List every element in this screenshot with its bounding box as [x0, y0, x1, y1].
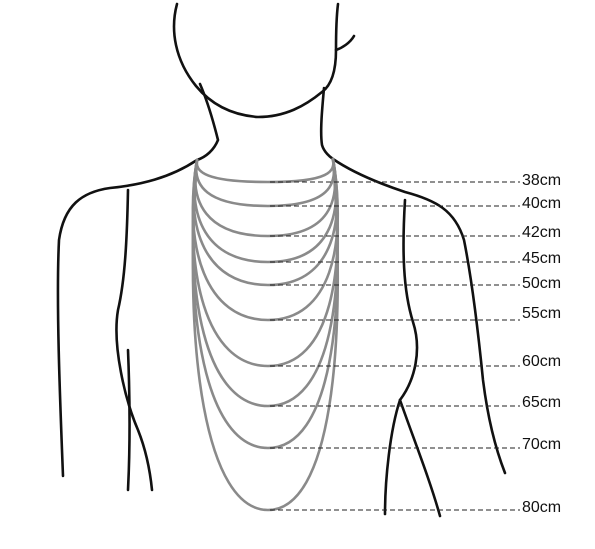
right-torso-outline [383, 198, 419, 516]
right-shoulder-outline [331, 157, 507, 475]
head-outline [172, 2, 340, 119]
chain-group [191, 157, 340, 512]
size-label: 55cm [522, 305, 561, 322]
size-label: 80cm [522, 499, 561, 516]
size-label: 65cm [522, 394, 561, 411]
chain-42cm [193, 157, 337, 238]
size-label: 45cm [522, 250, 561, 267]
size-label: 42cm [522, 224, 561, 241]
size-label: 70cm [522, 436, 561, 453]
size-label: 50cm [522, 275, 561, 292]
left-shoulder-outline [56, 158, 199, 478]
chain-38cm [195, 157, 335, 184]
size-label: 38cm [522, 172, 561, 189]
body-outline [56, 2, 507, 518]
left-inner-arm-outline [126, 348, 131, 492]
size-label: 60cm [522, 353, 561, 370]
neck-right-outline [319, 86, 335, 161]
left-torso-outline [115, 188, 154, 492]
chain-40cm [194, 157, 336, 208]
size-label: 40cm [522, 195, 561, 212]
right-inner-arm-outline [398, 398, 442, 518]
size-guide-group: 38cm 40cm 42cm 45cm 50cm 55cm 60cm 65cm 70cm 80cm [270, 172, 561, 516]
chain-45cm [193, 157, 338, 264]
chain-80cm [191, 157, 340, 512]
ear-outline [334, 34, 356, 52]
neck-left-outline [195, 82, 220, 162]
